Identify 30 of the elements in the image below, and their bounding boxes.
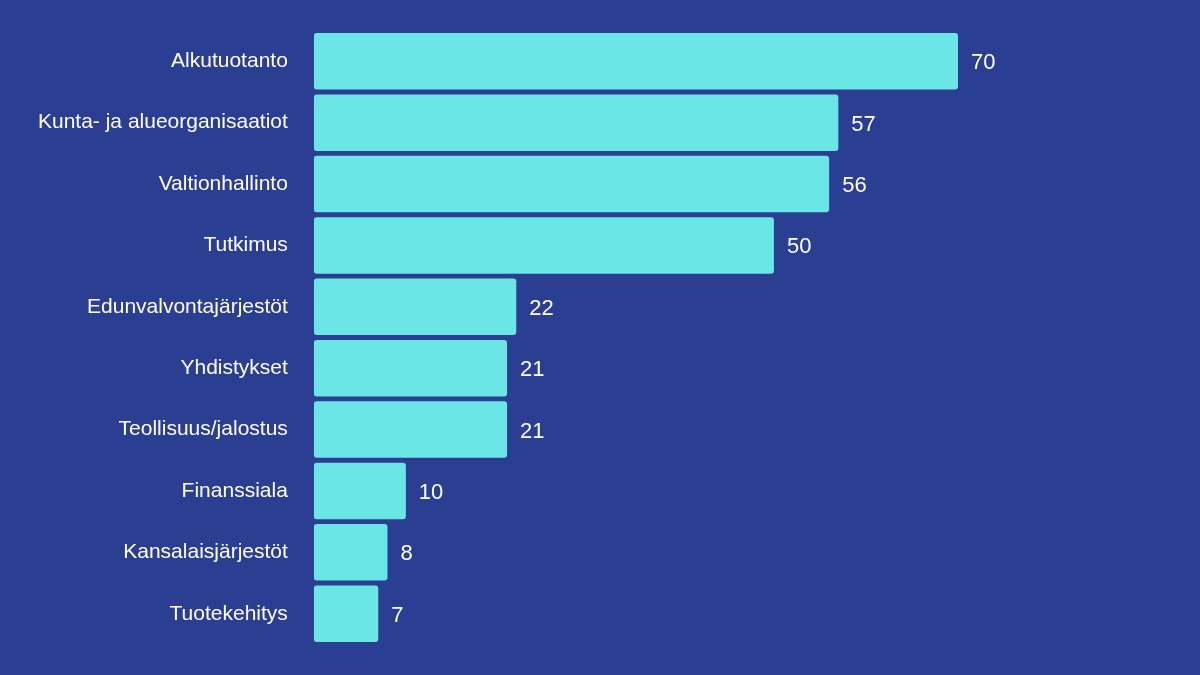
data-label: 21: [520, 417, 545, 443]
bar: [313, 33, 958, 90]
y-tick-label: Tutkimus: [203, 232, 288, 256]
y-tick-label: Finanssiala: [181, 477, 289, 501]
y-tick-label: Kunta- ja alueorganisaatiot: [37, 109, 288, 133]
data-label: 57: [851, 110, 876, 136]
y-tick-label: Teollisuus/jalostus: [118, 416, 288, 440]
data-label: 70: [970, 49, 996, 75]
y-tick-label: Alkutuotanto: [171, 48, 288, 72]
y-tick-label: Valtionhallinto: [158, 170, 288, 194]
y-tick-label: Edunvalvontajärjestöt: [87, 293, 288, 317]
y-tick-label: Kansalaisjärjestöt: [123, 539, 288, 563]
bar: [313, 462, 406, 520]
data-label: 22: [529, 294, 554, 320]
data-label: 10: [418, 479, 444, 505]
bar: [313, 278, 517, 336]
data-label: 7: [391, 601, 404, 627]
y-tick-label: Tuotekehitys: [169, 600, 288, 624]
data-label: 8: [400, 540, 413, 566]
bar: [313, 585, 379, 642]
bar: [313, 94, 839, 151]
bar: [313, 339, 508, 397]
bar: [313, 217, 774, 274]
data-label: 56: [842, 172, 867, 198]
y-tick-label: Yhdistykset: [180, 354, 288, 378]
data-label: 21: [520, 356, 545, 382]
data-label: 50: [786, 233, 812, 259]
bar: [313, 401, 508, 458]
bar: [313, 155, 830, 213]
bar: [313, 524, 388, 581]
